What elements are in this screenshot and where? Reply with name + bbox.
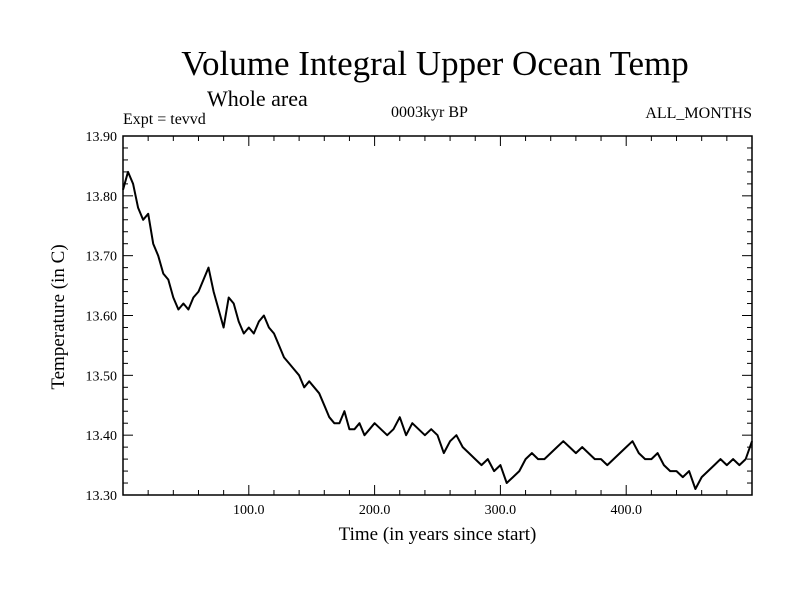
y-tick-label: 13.70 bbox=[86, 250, 118, 265]
x-axis-label: Time (in years since start) bbox=[338, 524, 537, 545]
temperature-series-line bbox=[122, 170, 753, 490]
y-tick-label: 13.60 bbox=[86, 310, 118, 325]
y-tick-label: 13.80 bbox=[86, 190, 118, 205]
axis-tick-labels: 100.0 200.0 300.0 400.0 13.30 13.40 13.50 13.60… bbox=[86, 130, 642, 518]
y-tick-label: 13.40 bbox=[86, 429, 118, 444]
chart-subtitle: Whole area bbox=[207, 86, 308, 111]
months-label: ALL_MONTHS bbox=[645, 105, 752, 122]
y-tick-label: 13.90 bbox=[86, 130, 118, 145]
plot-frame bbox=[122, 135, 753, 496]
axis-ticks bbox=[123, 135, 752, 496]
y-tick-label: 13.50 bbox=[86, 369, 118, 384]
chart-title: Volume Integral Upper Ocean Temp bbox=[181, 44, 689, 83]
x-tick-label: 300.0 bbox=[485, 503, 517, 518]
x-tick-label: 200.0 bbox=[359, 503, 391, 518]
y-tick-label: 13.30 bbox=[86, 489, 118, 504]
x-tick-label: 100.0 bbox=[233, 503, 265, 518]
experiment-label: Expt = tevvd bbox=[123, 111, 206, 128]
period-label: 0003kyr BP bbox=[391, 104, 468, 121]
x-tick-label: 400.0 bbox=[610, 503, 642, 518]
